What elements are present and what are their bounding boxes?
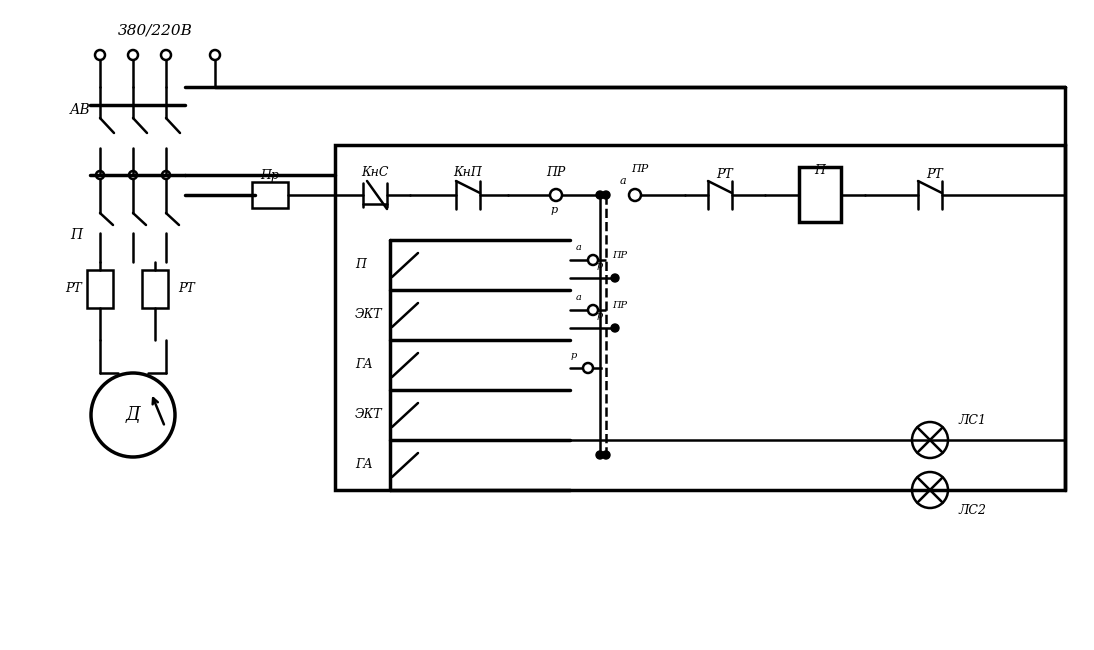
Circle shape (612, 274, 619, 282)
Text: р: р (597, 311, 603, 320)
Text: РТ: РТ (178, 281, 195, 294)
Text: ПР: ПР (613, 250, 628, 259)
Circle shape (612, 324, 619, 332)
Text: р: р (571, 352, 578, 361)
Text: а: а (577, 294, 582, 302)
Circle shape (602, 191, 610, 199)
Bar (799, 167, 841, 222)
Circle shape (602, 451, 610, 459)
Text: П: П (815, 164, 826, 177)
Text: 380/220B: 380/220B (117, 23, 193, 37)
Text: ЛС1: ЛС1 (958, 413, 986, 426)
Text: ЛС2: ЛС2 (958, 504, 986, 517)
Text: РТ: РТ (717, 168, 733, 181)
Bar (252, 182, 288, 208)
Text: КнС: КнС (361, 166, 388, 179)
Text: АВ: АВ (70, 103, 91, 117)
Text: РТ: РТ (65, 281, 82, 294)
Text: ПР: ПР (546, 166, 566, 179)
Text: р: р (550, 205, 558, 215)
Text: а: а (577, 244, 582, 252)
Text: РТ: РТ (927, 168, 943, 181)
Text: Д: Д (126, 406, 140, 424)
Text: ПР: ПР (613, 300, 628, 309)
Text: ЭКТ: ЭКТ (354, 309, 383, 322)
Text: ЭКТ: ЭКТ (354, 408, 383, 421)
Circle shape (596, 451, 604, 459)
Text: КнП: КнП (454, 166, 482, 179)
Text: Пр: Пр (260, 168, 279, 181)
Text: П: П (70, 228, 82, 242)
Text: ГА: ГА (354, 458, 373, 471)
Bar (142, 270, 168, 308)
Bar (88, 270, 113, 308)
Text: ГА: ГА (354, 359, 373, 372)
Text: П: П (354, 259, 365, 272)
Text: ПР: ПР (631, 164, 649, 174)
Text: а: а (619, 176, 626, 186)
Text: р: р (597, 261, 603, 270)
Circle shape (596, 191, 604, 199)
Bar (335, 145, 1064, 490)
